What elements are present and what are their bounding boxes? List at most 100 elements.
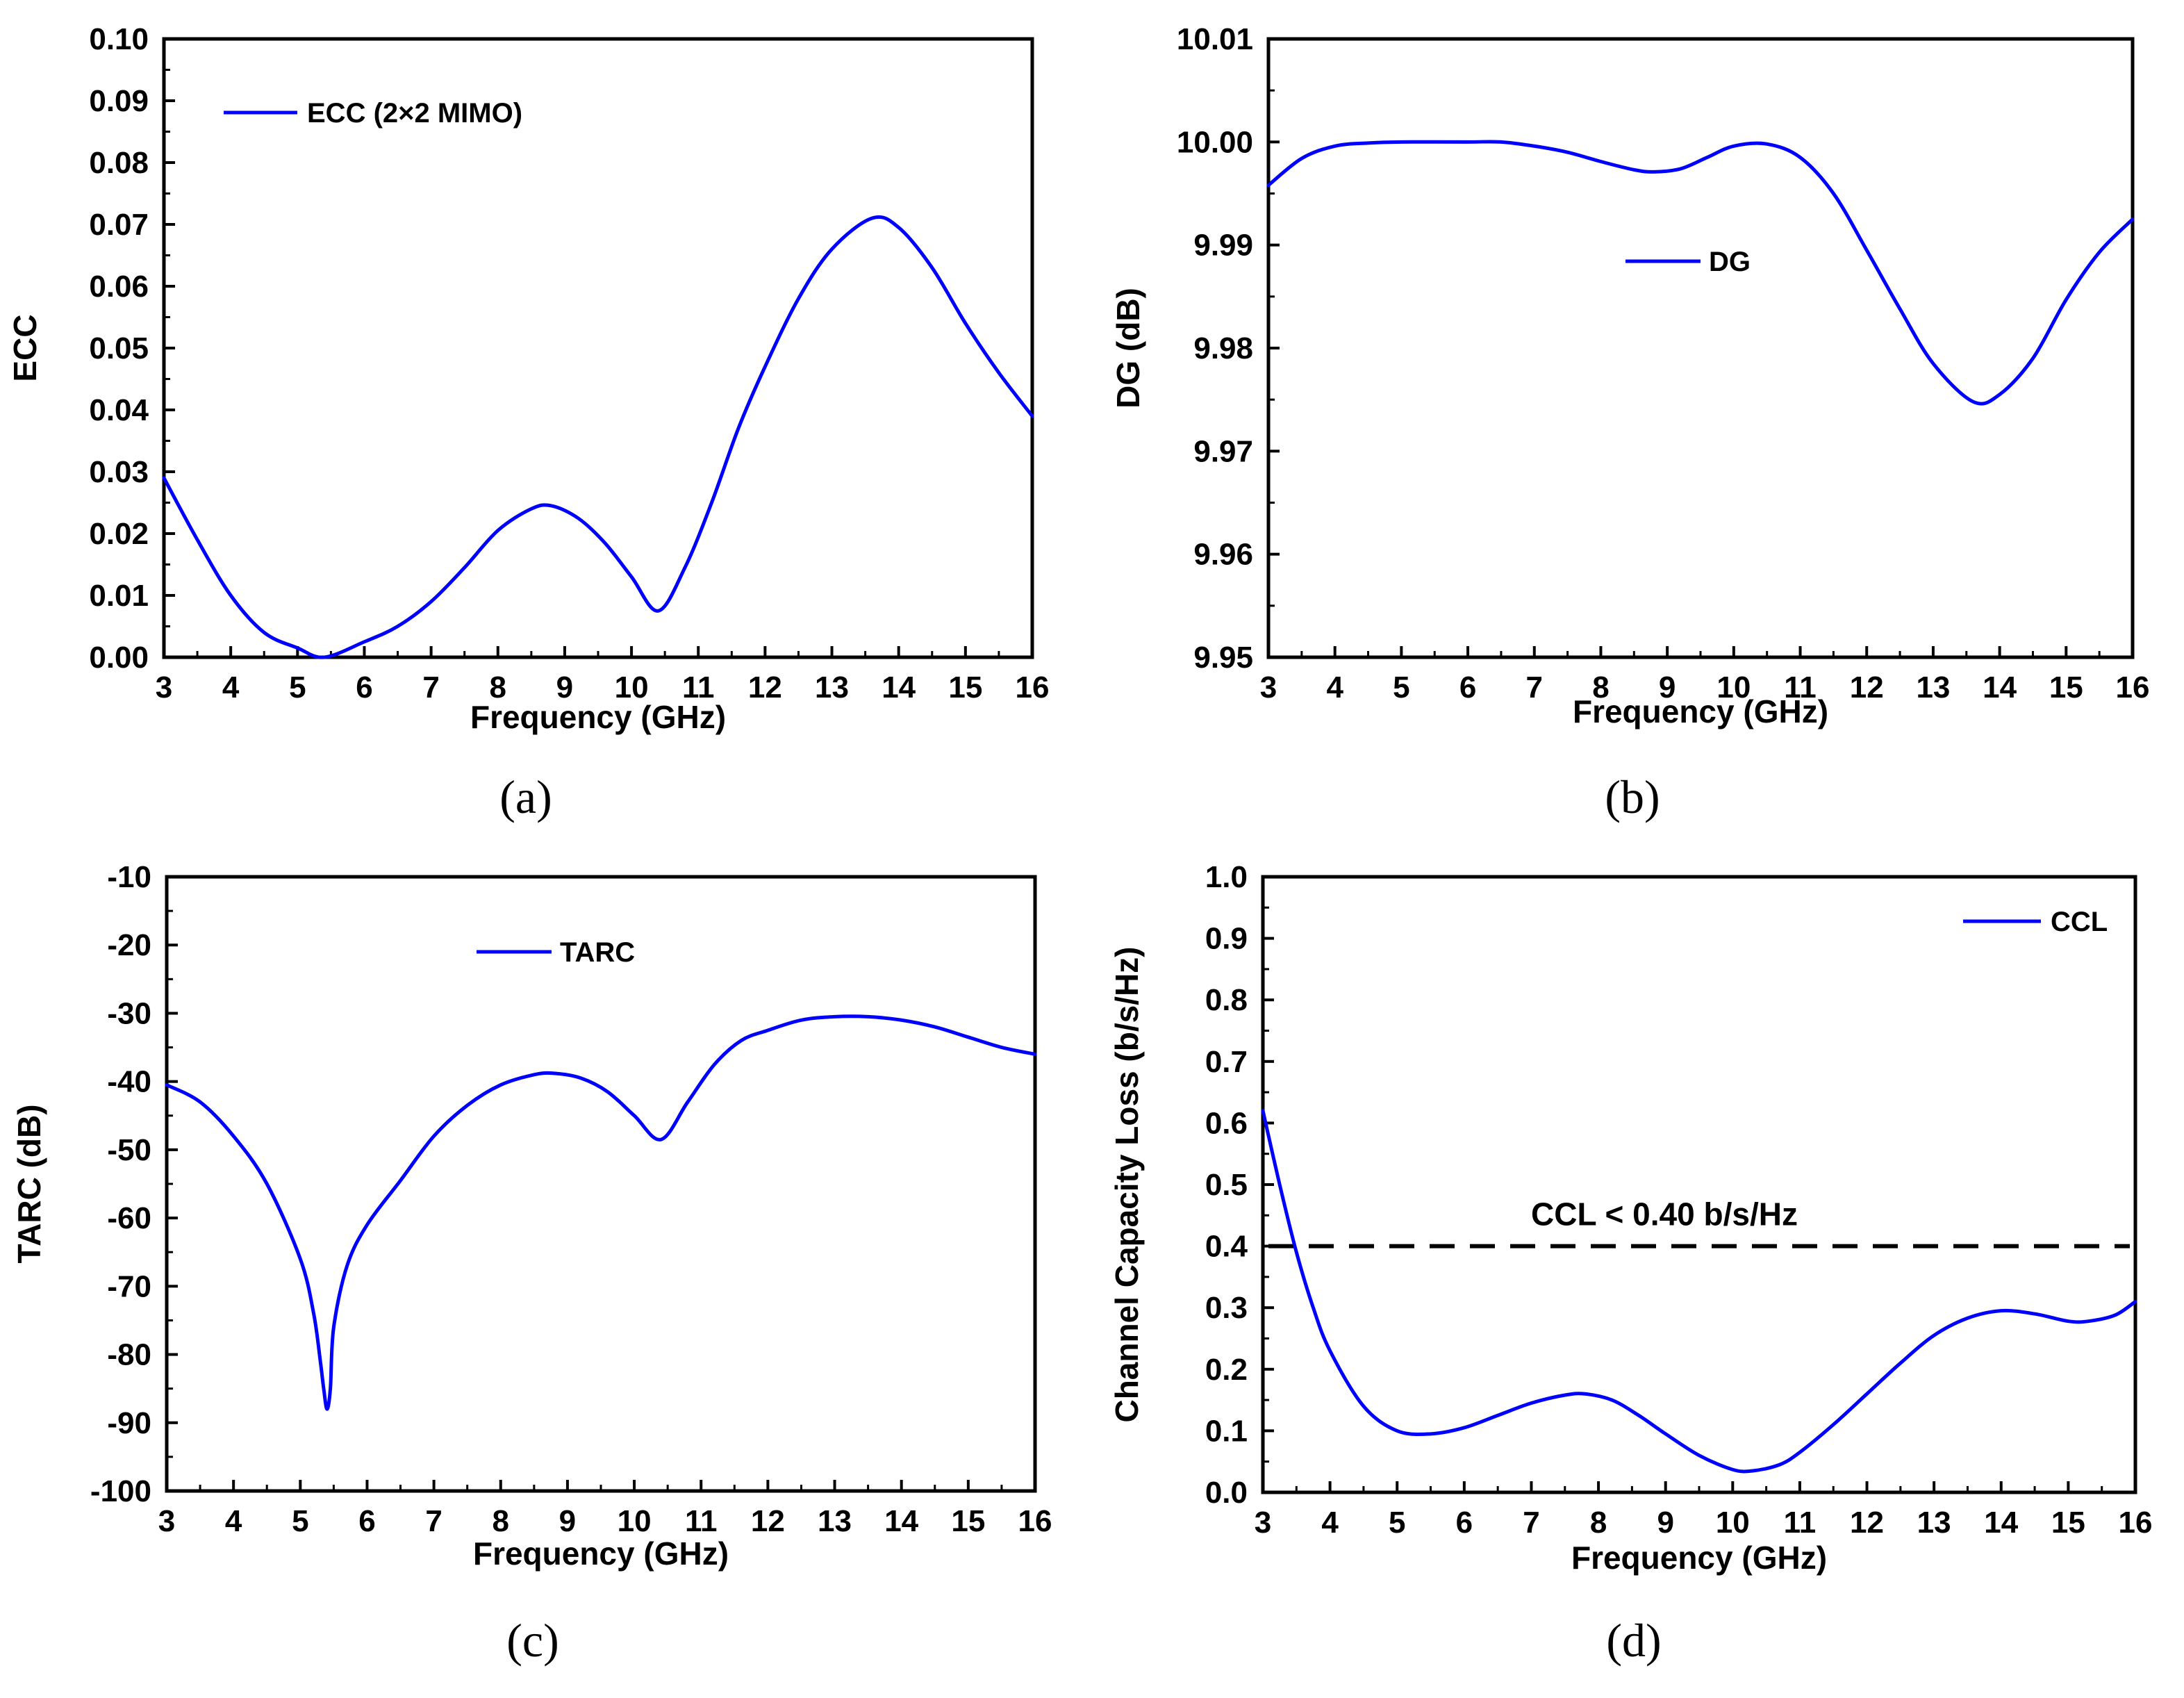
y-tick-label: 9.97 bbox=[1193, 434, 1253, 468]
x-tick-label: 3 bbox=[1255, 1506, 1271, 1540]
series-line-dg bbox=[1266, 140, 2135, 406]
x-tick-label: 12 bbox=[1850, 1506, 1884, 1540]
x-tick-label: 9 bbox=[559, 1504, 576, 1538]
x-tick-label: 4 bbox=[225, 1504, 242, 1538]
x-tick-label: 12 bbox=[748, 670, 782, 704]
y-tick-label: -10 bbox=[107, 860, 151, 894]
x-tick-label: 15 bbox=[951, 1504, 985, 1538]
x-tick-label: 10 bbox=[615, 670, 649, 704]
y-tick-label: 0.08 bbox=[89, 146, 149, 180]
x-tick-label: 13 bbox=[1917, 1506, 1951, 1540]
y-axis-title: TARC (dB) bbox=[11, 1104, 47, 1263]
y-axis-title: ECC bbox=[7, 314, 43, 381]
ccl-threshold-annotation: CCL < 0.40 b/s/Hz bbox=[1531, 1196, 1798, 1233]
x-tick-label: 9 bbox=[1657, 1506, 1673, 1540]
legend-label: TARC bbox=[560, 937, 635, 968]
panel-label: (c) bbox=[506, 1614, 559, 1667]
x-tick-label: 3 bbox=[156, 670, 172, 704]
x-tick-label: 6 bbox=[1459, 670, 1476, 704]
x-tick-label: 15 bbox=[948, 670, 982, 704]
series-line-ccl bbox=[1261, 1109, 2137, 1474]
x-tick-label: 3 bbox=[1260, 670, 1277, 704]
y-tick-label: 0.05 bbox=[89, 331, 149, 365]
series-line-tarc bbox=[165, 1014, 1037, 1411]
y-tick-label: -60 bbox=[107, 1201, 151, 1235]
x-tick-label: 16 bbox=[1018, 1504, 1052, 1538]
panel-label: (a) bbox=[499, 770, 552, 823]
y-tick-label: 0.1 bbox=[1205, 1414, 1248, 1448]
y-tick-label: -90 bbox=[107, 1406, 151, 1440]
y-tick-label: 0.00 bbox=[89, 641, 149, 675]
y-tick-label: 0.5 bbox=[1205, 1168, 1248, 1202]
y-tick-label: -80 bbox=[107, 1338, 151, 1372]
y-tick-label: 9.95 bbox=[1193, 641, 1253, 675]
y-axis-title: Channel Capacity Loss (b/s/Hz) bbox=[1109, 946, 1145, 1422]
y-tick-label: 0.02 bbox=[89, 517, 149, 551]
x-tick-label: 5 bbox=[289, 670, 306, 704]
x-tick-label: 3 bbox=[158, 1504, 175, 1538]
y-axis-title: DG (dB) bbox=[1110, 288, 1146, 409]
y-tick-label: -50 bbox=[107, 1133, 151, 1167]
y-tick-label: 0.8 bbox=[1205, 983, 1248, 1017]
y-tick-label: 0.07 bbox=[89, 208, 149, 242]
x-tick-label: 4 bbox=[222, 670, 240, 704]
y-tick-label: 0.0 bbox=[1205, 1476, 1248, 1510]
y-tick-label: 0.9 bbox=[1205, 922, 1248, 956]
x-axis-title: Frequency (GHz) bbox=[470, 699, 726, 735]
y-tick-label: 9.98 bbox=[1193, 331, 1253, 365]
x-tick-label: 13 bbox=[1916, 670, 1950, 704]
y-tick-label: 0.7 bbox=[1205, 1045, 1248, 1079]
x-tick-label: 7 bbox=[425, 1504, 442, 1538]
x-tick-label: 11 bbox=[682, 670, 715, 704]
y-tick-label: 0.4 bbox=[1205, 1230, 1248, 1264]
x-tick-label: 11 bbox=[1784, 1506, 1817, 1540]
x-tick-label: 7 bbox=[422, 670, 439, 704]
x-tick-label: 16 bbox=[1016, 670, 1050, 704]
y-tick-label: 0.03 bbox=[89, 455, 149, 489]
y-tick-label: -30 bbox=[107, 996, 151, 1030]
x-axis-title: Frequency (GHz) bbox=[473, 1535, 729, 1572]
y-tick-label: 10.00 bbox=[1177, 125, 1253, 159]
y-tick-label: -100 bbox=[90, 1474, 151, 1508]
y-tick-label: 0.6 bbox=[1205, 1106, 1248, 1140]
legend-label: DG bbox=[1709, 247, 1751, 277]
x-tick-label: 14 bbox=[882, 670, 916, 704]
x-tick-label: 11 bbox=[1784, 670, 1817, 704]
y-tick-label: 0.10 bbox=[89, 22, 149, 56]
chart-panel-d: 3 4 5 6 7 8 9 10 11 12 13 14 15 16 0.0 0.1 0.2 0.3 0.4 0.5 0… bbox=[1109, 860, 2152, 1667]
x-tick-label: 6 bbox=[1456, 1506, 1473, 1540]
chart-panel-a: 3 4 5 6 7 8 9 10 11 12 13 14 15 16 0.00 0.01 0.02 0.03 0.0… bbox=[7, 22, 1049, 823]
x-tick-label: 14 bbox=[1983, 670, 2017, 704]
x-tick-label: 6 bbox=[358, 1504, 375, 1538]
y-tick-label: -40 bbox=[107, 1065, 151, 1099]
legend-label: CCL bbox=[2051, 907, 2108, 937]
x-tick-label: 7 bbox=[1526, 670, 1543, 704]
x-axis-title: Frequency (GHz) bbox=[1573, 693, 1828, 730]
x-tick-label: 13 bbox=[818, 1504, 852, 1538]
x-tick-label: 8 bbox=[1590, 1506, 1607, 1540]
x-tick-label: 15 bbox=[2049, 670, 2083, 704]
x-tick-label: 5 bbox=[1393, 670, 1409, 704]
x-tick-label: 8 bbox=[490, 670, 506, 704]
y-tick-label: 0.2 bbox=[1205, 1353, 1248, 1387]
chart-panel-c: 3 4 5 6 7 8 9 10 11 12 13 14 15 16 -100 -90 -80 -70 -60 -50… bbox=[11, 860, 1052, 1667]
y-tick-label: 0.09 bbox=[89, 84, 149, 118]
x-tick-label: 7 bbox=[1523, 1506, 1539, 1540]
x-tick-label: 14 bbox=[884, 1504, 918, 1538]
x-tick-label: 12 bbox=[751, 1504, 785, 1538]
x-tick-label: 10 bbox=[618, 1504, 652, 1538]
y-tick-label: 0.01 bbox=[89, 579, 149, 613]
y-tick-label: 0.06 bbox=[89, 270, 149, 304]
y-tick-label: -70 bbox=[107, 1269, 151, 1303]
x-tick-label: 5 bbox=[292, 1504, 308, 1538]
x-tick-label: 16 bbox=[2116, 670, 2150, 704]
x-tick-label: 8 bbox=[1592, 670, 1609, 704]
x-tick-label: 4 bbox=[1326, 670, 1343, 704]
x-tick-label: 6 bbox=[356, 670, 372, 704]
x-tick-label: 8 bbox=[493, 1504, 509, 1538]
x-tick-label: 13 bbox=[815, 670, 849, 704]
x-tick-label: 14 bbox=[1984, 1506, 2018, 1540]
x-tick-label: 12 bbox=[1850, 670, 1884, 704]
